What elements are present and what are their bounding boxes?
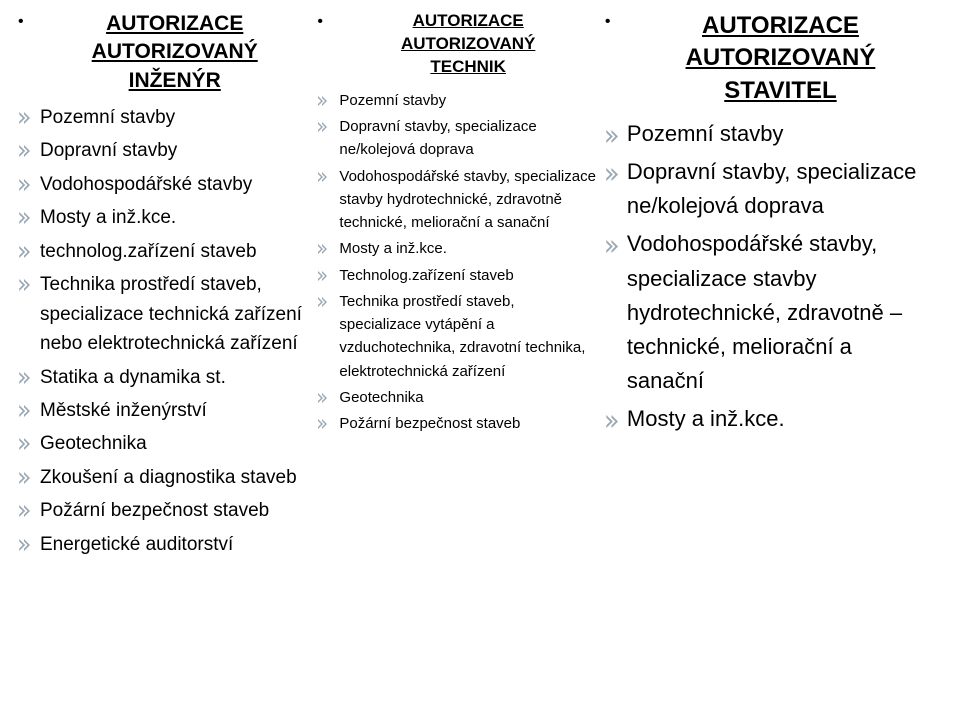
list-item-text: Pozemní stavby [339, 89, 597, 112]
chevron-right-icon [18, 170, 40, 195]
dot-icon [605, 10, 627, 30]
heading-stavitel: AUTORIZACE AUTORIZOVANÝ STAVITEL [627, 10, 934, 107]
list-col1: Pozemní stavby Dopravní stavby Vodohospodá… [18, 103, 309, 563]
list-item-text: Vodohospodářské stavby, specializace sta… [339, 165, 597, 235]
heading-row: AUTORIZACE AUTORIZOVANÝ TECHNIK [317, 10, 597, 89]
chevron-right-icon [317, 237, 339, 257]
heading-line-3: INŽENÝR [40, 67, 309, 95]
chevron-right-icon [317, 165, 339, 185]
heading-line-3: TECHNIK [339, 56, 597, 79]
list-col3: Pozemní stavby Dopravní stavby, specializ… [605, 117, 934, 440]
list-item-text: Vodohospodářské stavby, specializace sta… [627, 227, 934, 397]
chevron-right-icon [18, 463, 40, 488]
column-technik: AUTORIZACE AUTORIZOVANÝ TECHNIK Pozemní … [317, 10, 605, 563]
heading-line-2: AUTORIZOVANÝ [627, 42, 934, 74]
list-item-text: Mosty a inž.kce. [40, 203, 309, 232]
list-item: Pozemní stavby [18, 103, 309, 132]
list-item: Dopravní stavby, specializace ne/kolejov… [605, 155, 934, 223]
list-item-text: Dopravní stavby, specializace ne/kolejov… [627, 155, 934, 223]
heading-line-2: AUTORIZOVANÝ [40, 38, 309, 66]
chevron-right-icon [605, 402, 627, 432]
list-item-text: Technika prostředí staveb, specializace … [40, 270, 309, 358]
list-item-text: Geotechnika [40, 429, 309, 458]
chevron-right-icon [18, 496, 40, 521]
list-item: Vodohospodářské stavby, specializace sta… [317, 165, 597, 235]
chevron-right-icon [317, 290, 339, 310]
chevron-right-icon [18, 530, 40, 555]
heading-technik: AUTORIZACE AUTORIZOVANÝ TECHNIK [339, 10, 597, 79]
list-item-text: Technika prostředí staveb, specializace … [339, 290, 597, 383]
column-inzenyr: AUTORIZACE AUTORIZOVANÝ INŽENÝR Pozemní … [18, 10, 317, 563]
list-item: Městské inženýrství [18, 396, 309, 425]
heading-line-2: AUTORIZOVANÝ [339, 33, 597, 56]
list-item-text: Pozemní stavby [627, 117, 934, 151]
list-item-text: Technolog.zařízení staveb [339, 264, 597, 287]
heading-line-1: AUTORIZACE [627, 10, 934, 42]
list-item-text: Dopravní stavby [40, 136, 309, 165]
list-item-text: Městské inženýrství [40, 396, 309, 425]
list-item-text: Pozemní stavby [40, 103, 309, 132]
list-item: Vodohospodářské stavby [18, 170, 309, 199]
list-item: Vodohospodářské stavby, specializace sta… [605, 227, 934, 397]
list-item: Mosty a inž.kce. [18, 203, 309, 232]
chevron-right-icon [18, 136, 40, 161]
list-item: Technika prostředí staveb, specializace … [317, 290, 597, 383]
list-item: Pozemní stavby [317, 89, 597, 112]
chevron-right-icon [317, 89, 339, 109]
heading-line-3: STAVITEL [627, 75, 934, 107]
chevron-right-icon [18, 396, 40, 421]
list-item: Mosty a inž.kce. [317, 237, 597, 260]
list-item: Geotechnika [317, 386, 597, 409]
heading-row: AUTORIZACE AUTORIZOVANÝ STAVITEL [605, 10, 934, 117]
chevron-right-icon [18, 103, 40, 128]
chevron-right-icon [605, 155, 627, 185]
chevron-right-icon [317, 412, 339, 432]
chevron-right-icon [317, 386, 339, 406]
chevron-right-icon [18, 270, 40, 295]
chevron-right-icon [605, 117, 627, 147]
list-item: Požární bezpečnost staveb [317, 412, 597, 435]
list-item-text: Mosty a inž.kce. [627, 402, 934, 436]
list-item: Požární bezpečnost staveb [18, 496, 309, 525]
column-stavitel: AUTORIZACE AUTORIZOVANÝ STAVITEL Pozemní… [605, 10, 942, 563]
dot-icon [317, 10, 339, 30]
list-item-text: Vodohospodářské stavby [40, 170, 309, 199]
chevron-right-icon [18, 363, 40, 388]
list-item: Dopravní stavby, specializace ne/kolejov… [317, 115, 597, 162]
list-item-text: Mosty a inž.kce. [339, 237, 597, 260]
list-item-text: Požární bezpečnost staveb [40, 496, 309, 525]
chevron-right-icon [605, 227, 627, 257]
list-item-text: Geotechnika [339, 386, 597, 409]
list-item: Energetické auditorství [18, 530, 309, 559]
heading-inzenyr: AUTORIZACE AUTORIZOVANÝ INŽENÝR [40, 10, 309, 95]
list-item: technolog.zařízení staveb [18, 237, 309, 266]
chevron-right-icon [18, 203, 40, 228]
chevron-right-icon [18, 429, 40, 454]
list-item: Technika prostředí staveb, specializace … [18, 270, 309, 358]
heading-line-1: AUTORIZACE [40, 10, 309, 38]
list-item-text: Dopravní stavby, specializace ne/kolejov… [339, 115, 597, 162]
list-item-text: Energetické auditorství [40, 530, 309, 559]
chevron-right-icon [18, 237, 40, 262]
list-item: Mosty a inž.kce. [605, 402, 934, 436]
list-item-text: Zkoušení a diagnostika staveb [40, 463, 309, 492]
list-item-text: technolog.zařízení staveb [40, 237, 309, 266]
list-item-text: Statika a dynamika st. [40, 363, 309, 392]
dot-icon [18, 10, 40, 30]
list-item: Statika a dynamika st. [18, 363, 309, 392]
list-col2: Pozemní stavby Dopravní stavby, specializ… [317, 89, 597, 439]
chevron-right-icon [317, 264, 339, 284]
list-item-text: Požární bezpečnost staveb [339, 412, 597, 435]
heading-line-1: AUTORIZACE [339, 10, 597, 33]
list-item: Geotechnika [18, 429, 309, 458]
list-item: Zkoušení a diagnostika staveb [18, 463, 309, 492]
heading-row: AUTORIZACE AUTORIZOVANÝ INŽENÝR [18, 10, 309, 103]
chevron-right-icon [317, 115, 339, 135]
page: AUTORIZACE AUTORIZOVANÝ INŽENÝR Pozemní … [0, 0, 960, 563]
list-item: Technolog.zařízení staveb [317, 264, 597, 287]
list-item: Pozemní stavby [605, 117, 934, 151]
list-item: Dopravní stavby [18, 136, 309, 165]
